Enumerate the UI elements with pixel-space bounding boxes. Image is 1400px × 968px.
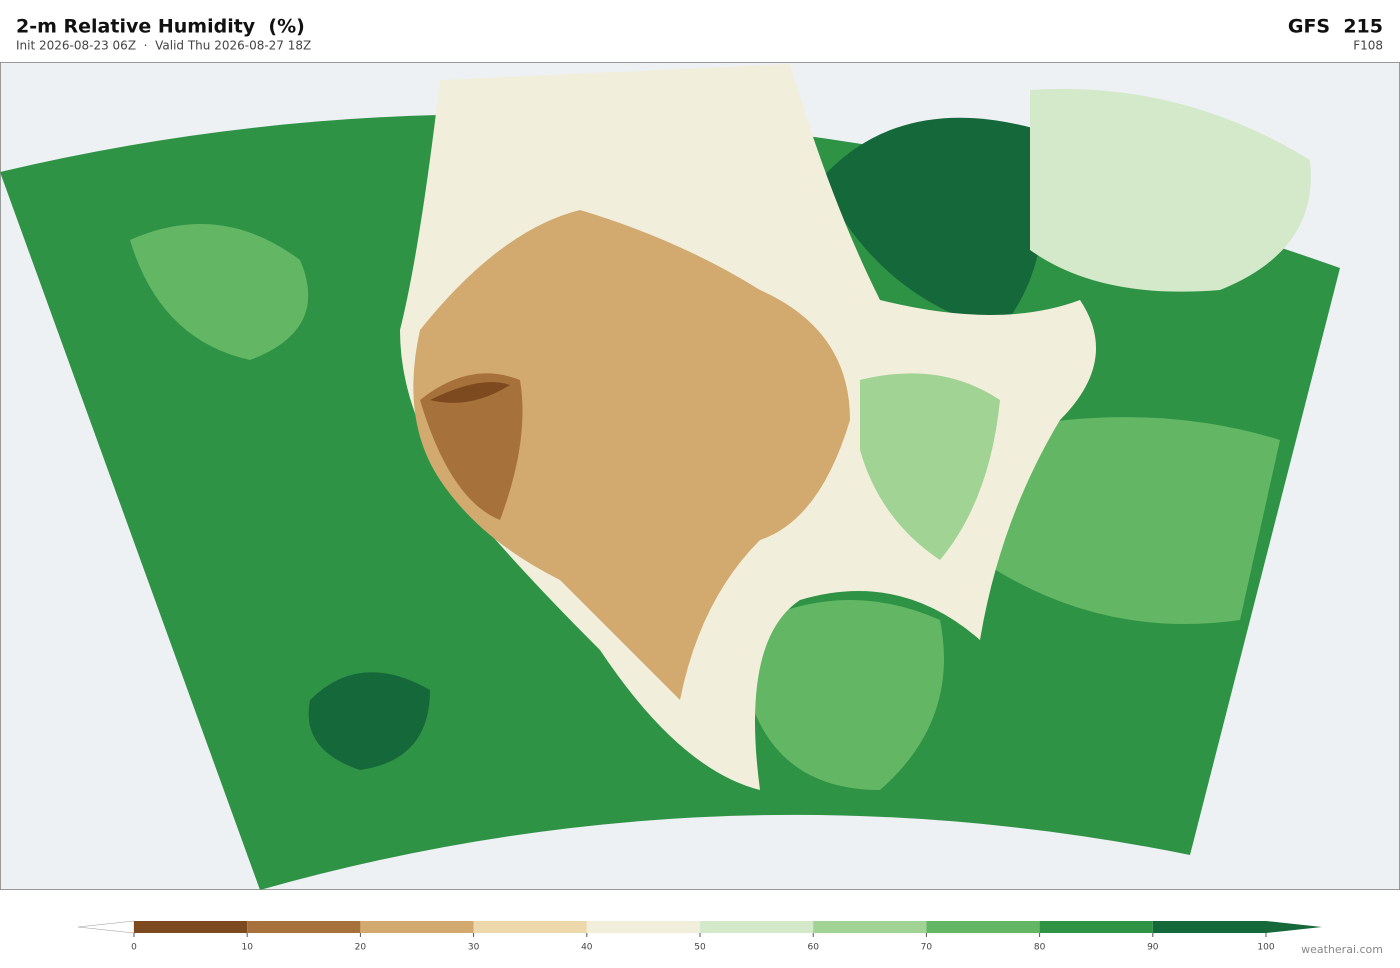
colorbar-extension bbox=[77, 920, 135, 934]
humidity-region bbox=[980, 417, 1280, 624]
humidity-region bbox=[820, 117, 1045, 330]
colorbar-tick-label: 20 bbox=[355, 943, 367, 953]
colorbar-tick-label: 30 bbox=[468, 943, 480, 953]
colorbar-segment bbox=[360, 921, 474, 933]
land-region bbox=[420, 373, 523, 520]
land-region bbox=[413, 210, 850, 700]
colorbar-segment bbox=[1039, 921, 1153, 933]
colorbar-tick-label: 10 bbox=[241, 943, 253, 953]
colorbar-segment bbox=[247, 921, 361, 933]
colorbar-extension bbox=[1266, 921, 1322, 933]
colorbar-segment bbox=[134, 921, 248, 933]
map bbox=[0, 62, 1400, 891]
humidity-region bbox=[750, 600, 944, 790]
forecast-hour: F108 bbox=[1353, 39, 1383, 53]
land-region bbox=[1030, 88, 1311, 292]
watermark: weatherai.com bbox=[1301, 943, 1383, 956]
humidity-region bbox=[130, 224, 309, 360]
colorbar-tick-label: 40 bbox=[581, 943, 593, 953]
colorbar-segment bbox=[1152, 921, 1266, 933]
colorbar-tick-label: 50 bbox=[694, 943, 706, 953]
colorbar-tick-label: 70 bbox=[921, 943, 933, 953]
colorbar-segment bbox=[926, 921, 1040, 933]
colorbar-tick-label: 0 bbox=[131, 943, 137, 953]
map-subtitle: Init 2026-08-23 06Z · Valid Thu 2026-08-… bbox=[16, 39, 311, 53]
land-region bbox=[860, 373, 1000, 560]
land-region bbox=[430, 382, 510, 403]
colorbar-segment bbox=[813, 921, 927, 933]
colorbar-tick-label: 100 bbox=[1257, 943, 1274, 953]
colorbar-tick-label: 80 bbox=[1034, 943, 1046, 953]
colorbar-segment bbox=[586, 921, 700, 933]
colorbar-tick-label: 90 bbox=[1147, 943, 1159, 953]
colorbar-segment bbox=[473, 921, 587, 933]
map-title: 2-m Relative Humidity (%) bbox=[16, 16, 305, 38]
colorbar-segment bbox=[700, 921, 814, 933]
colorbar-tick-label: 60 bbox=[807, 943, 819, 953]
colorbar: 0 10 20 30 40 50 60 70 80 90 100 bbox=[77, 920, 1322, 953]
model-name: GFS 215 bbox=[1288, 16, 1383, 38]
humidity-region bbox=[308, 672, 430, 770]
